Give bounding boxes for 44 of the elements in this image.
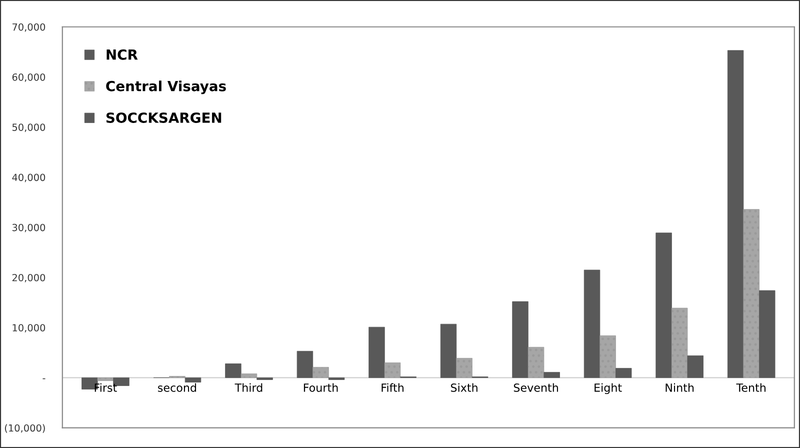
x-tick-label: Fifth: [382, 383, 404, 392]
bar: [656, 232, 672, 378]
y-tick-label: 70,000: [12, 23, 46, 32]
x-tick-label: Sixth: [450, 383, 478, 392]
x-tick-label: Seventh: [514, 383, 558, 392]
bar: [600, 335, 616, 378]
x-tick-label: Fourth: [304, 383, 338, 392]
x-tick-label: Tenth: [736, 383, 766, 392]
bar: [544, 372, 560, 378]
y-tick-label: -: [42, 378, 46, 380]
bar: [727, 50, 744, 378]
bar: [584, 270, 600, 378]
bar: [240, 374, 258, 378]
x-tick-label: First: [94, 383, 117, 392]
bar: [456, 358, 472, 378]
bar: [384, 362, 401, 378]
bar: [312, 366, 329, 378]
bar: [615, 368, 632, 378]
bar: [528, 346, 544, 378]
bar: [225, 363, 242, 378]
bar: [296, 350, 314, 378]
y-tick-label: 10,000: [12, 324, 46, 332]
bar: [671, 308, 688, 378]
legend-label: Central Visayas: [106, 80, 226, 94]
bar: [368, 326, 385, 378]
y-tick-label: 60,000: [12, 73, 46, 82]
legend-label: NCR: [106, 49, 138, 60]
legend-label: SOCCKSARGEN: [106, 112, 222, 123]
x-tick-label: Eight: [594, 383, 622, 394]
bar: [512, 301, 528, 378]
y-tick-label: 20,000: [12, 274, 46, 282]
bar: [743, 209, 760, 378]
bar: [440, 324, 457, 378]
y-tick-label: (10,000): [4, 424, 45, 433]
bar: [184, 378, 202, 382]
bar: [759, 290, 776, 378]
y-tick-label: 30,000: [12, 224, 46, 232]
y-tick-label: 40,000: [12, 174, 46, 182]
y-tick-label: 50,000: [12, 124, 46, 132]
bar: [97, 378, 114, 381]
x-tick-label: Ninth: [666, 383, 694, 392]
x-tick-label: second: [158, 383, 196, 392]
x-tick-label: Third: [234, 383, 262, 392]
bar: [687, 355, 704, 378]
